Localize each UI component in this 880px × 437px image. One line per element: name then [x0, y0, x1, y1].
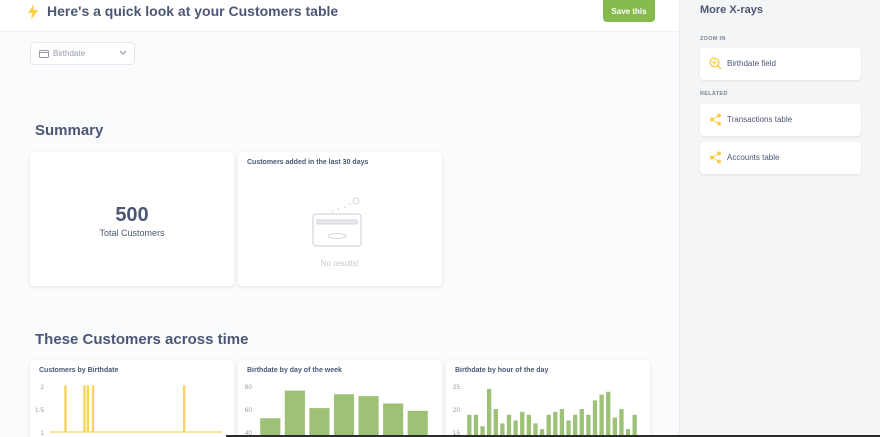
- hour-of-day-chart: 25 20 15: [453, 384, 637, 437]
- bar: [566, 420, 571, 437]
- bar: [520, 411, 525, 437]
- bar: [625, 429, 631, 437]
- zoom-in-icon: [709, 57, 722, 70]
- y-tick-label: 80: [245, 384, 253, 391]
- bar: [506, 414, 512, 437]
- bar: [599, 394, 604, 437]
- bar: [592, 400, 598, 437]
- xray-item-label: Accounts table: [727, 153, 780, 162]
- bar: [473, 414, 479, 437]
- bar: [513, 420, 518, 437]
- bar: [606, 391, 611, 437]
- chart-title: Birthdate by day of the week: [247, 367, 342, 374]
- xray-sidebar: More X-rays ZOOM IN Birthdate field RELA…: [679, 0, 880, 437]
- y-tick-label: 60: [245, 407, 253, 414]
- bar: [579, 409, 584, 437]
- bar: [467, 414, 472, 437]
- zoom-in-label: ZOOM IN: [700, 36, 726, 42]
- hour-of-day-card[interactable]: Birthdate by hour of the day 25 20 15: [446, 360, 650, 437]
- chart-title: Customers by Birthdate: [39, 367, 119, 374]
- xray-item-label: Birthdate field: [727, 59, 776, 68]
- bar: [333, 394, 355, 437]
- bar: [533, 423, 538, 437]
- chevron-down-icon: [119, 50, 127, 55]
- share-icon: [710, 151, 721, 164]
- bar: [284, 390, 305, 437]
- day-of-week-card[interactable]: Birthdate by day of the week 80 60 40: [238, 360, 442, 437]
- y-tick-label: 2: [40, 384, 44, 391]
- bar: [480, 426, 485, 437]
- bar: [546, 414, 551, 437]
- y-tick-label: 1: [40, 430, 44, 437]
- page-header: Here's a quick look at your Customers ta…: [0, 0, 679, 32]
- y-tick-label: 1.5: [35, 407, 44, 414]
- empty-box-icon: [312, 197, 362, 247]
- time-heading: These Customers across time: [35, 331, 249, 348]
- bar: [383, 403, 404, 437]
- bar: [407, 410, 428, 437]
- series-line: [50, 385, 222, 433]
- birthdate-line-chart: 21.51: [35, 384, 222, 437]
- total-customers-card[interactable]: 500 Total Customers: [30, 152, 234, 286]
- total-customers-value: 500: [115, 204, 149, 226]
- bar: [500, 423, 505, 437]
- bar: [260, 418, 281, 437]
- chart-title: Birthdate by hour of the day: [455, 367, 549, 374]
- bar: [309, 408, 330, 437]
- recent-customers-title: Customers added in the last 30 days: [247, 159, 369, 166]
- bar: [632, 414, 637, 437]
- xray-item-label: Transactions table: [727, 115, 793, 124]
- recent-customers-card[interactable]: Customers added in the last 30 days No r…: [238, 152, 442, 286]
- bar: [526, 414, 531, 437]
- xray-birthdate-field[interactable]: Birthdate field: [700, 48, 861, 80]
- bar: [358, 396, 379, 437]
- bar: [553, 411, 558, 437]
- birthdate-filter[interactable]: Birthdate: [30, 42, 135, 65]
- xray-transactions-table[interactable]: Transactions table: [700, 104, 861, 136]
- xray-accounts-table[interactable]: Accounts table: [700, 142, 861, 174]
- bar: [619, 409, 624, 437]
- share-icon: [710, 113, 721, 126]
- taskbar-edge: [226, 435, 880, 437]
- y-tick-label: 15: [453, 430, 461, 437]
- bar: [586, 414, 591, 437]
- no-results-text: No results!: [320, 259, 360, 268]
- calendar-icon: [39, 50, 49, 58]
- summary-heading: Summary: [35, 122, 104, 139]
- y-tick-label: 25: [453, 384, 461, 391]
- filter-label: Birthdate: [53, 49, 86, 58]
- bar: [612, 417, 617, 437]
- y-tick-label: 40: [245, 430, 253, 437]
- total-customers-label: Total Customers: [99, 228, 165, 238]
- bar: [559, 409, 565, 437]
- bar: [573, 414, 578, 437]
- day-of-week-chart: 80 60 40: [245, 384, 428, 437]
- lightning-icon: [28, 4, 38, 20]
- y-tick-label: 20: [453, 407, 461, 414]
- bar: [487, 388, 492, 437]
- save-button[interactable]: Save this: [603, 0, 655, 22]
- bar: [539, 429, 545, 437]
- bar: [493, 409, 498, 437]
- sidebar-title: More X-rays: [700, 4, 763, 16]
- birthdate-line-card[interactable]: Customers by Birthdate 2 1.5 1: [30, 360, 234, 437]
- related-label: RELATED: [700, 91, 728, 97]
- page-title: Here's a quick look at your Customers ta…: [47, 3, 339, 19]
